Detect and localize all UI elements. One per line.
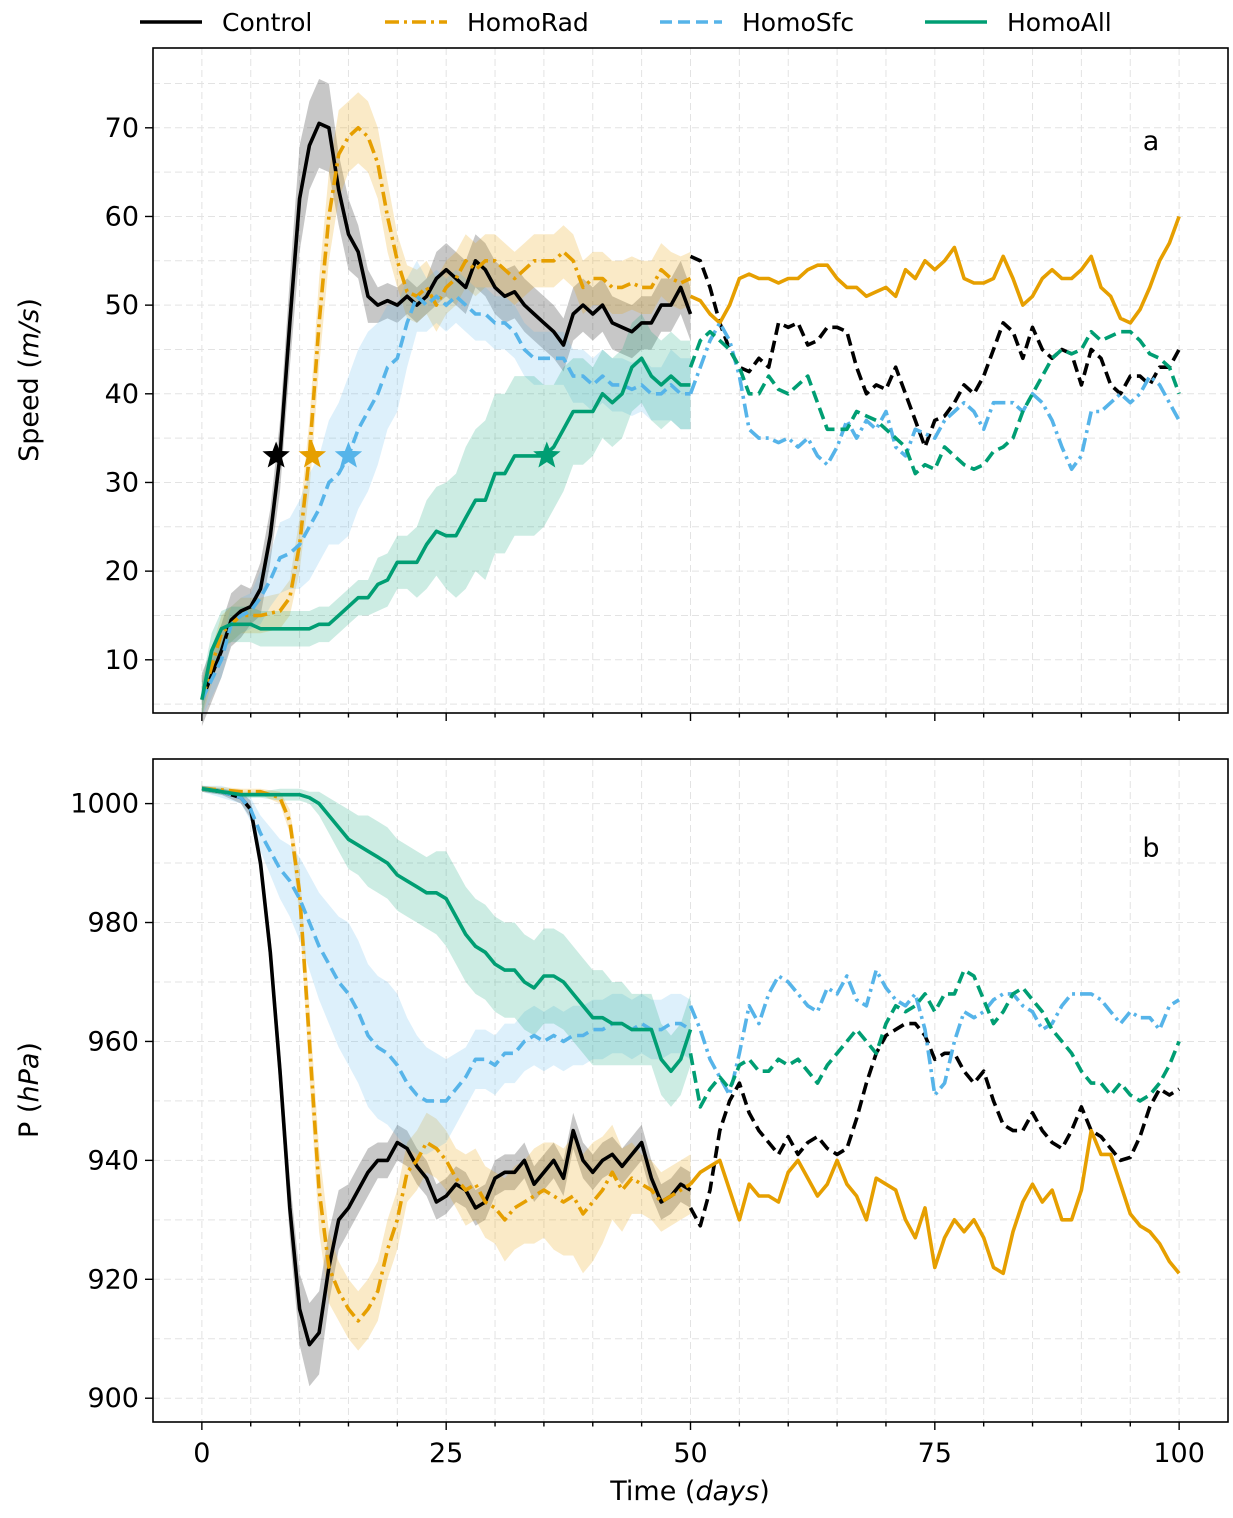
series-line-homorad-ext xyxy=(689,1128,1181,1276)
star-marker xyxy=(334,441,363,468)
y-tick-label: 50 xyxy=(105,290,139,321)
y-tick-label: 1000 xyxy=(70,789,139,820)
y-tick-label: 20 xyxy=(105,556,139,587)
panel-a: 10 20 30 40 50 60 70 a Speed (m/s) xyxy=(14,47,1229,727)
legend: Control HomoRad HomoSfc HomoAll xyxy=(140,8,1112,37)
series-line-homoall-ext xyxy=(688,329,1181,476)
ticks: 10 20 30 40 50 60 70 xyxy=(105,113,1180,721)
y-tick-label: 920 xyxy=(87,1264,139,1295)
series-lines xyxy=(200,121,1181,701)
band-homorad xyxy=(201,785,691,1351)
series-line-homosfc-ext xyxy=(688,321,1181,471)
band-homosfc xyxy=(201,785,691,1155)
series-line-control-ext xyxy=(689,254,1181,449)
star-marker xyxy=(533,441,561,468)
y-tick-label: 940 xyxy=(87,1145,139,1176)
star-marker xyxy=(262,441,290,468)
series-line-control xyxy=(201,786,692,1347)
y-tick-label: 960 xyxy=(87,1026,139,1057)
series-line-homoall xyxy=(201,786,693,1073)
y-axis-label: Speed (m/s) xyxy=(14,298,45,462)
series-line-homosfc xyxy=(200,294,691,701)
y-tick-label: 900 xyxy=(87,1383,139,1414)
legend-label: HomoRad xyxy=(467,8,589,37)
x-tick-label: 0 xyxy=(193,1438,210,1469)
series-line-homoall xyxy=(200,356,691,701)
band-homorad xyxy=(201,92,691,718)
legend-label: Control xyxy=(222,8,312,37)
y-tick-label: 40 xyxy=(105,379,139,410)
y-tick-label: 30 xyxy=(105,467,139,498)
y-tick-label: 70 xyxy=(105,113,139,144)
series-lines xyxy=(201,786,1181,1347)
panel-label: a xyxy=(1143,126,1160,157)
x-tick-label: 50 xyxy=(673,1438,707,1469)
grid xyxy=(153,759,1228,1422)
series-line-homosfc-ext xyxy=(688,968,1181,1097)
ticks: 0 25 50 75 100 900 920 940 960 980 1000 xyxy=(70,789,1205,1469)
series-line-homorad xyxy=(200,126,692,701)
genesis-markers xyxy=(262,441,561,468)
legend-label: HomoSfc xyxy=(742,8,854,37)
x-tick-label: 100 xyxy=(1153,1438,1205,1469)
band-homoall xyxy=(201,314,691,718)
series-line-homorad-ext xyxy=(689,215,1181,325)
star-marker xyxy=(298,441,327,468)
legend-label: HomoAll xyxy=(1007,8,1112,37)
x-tick-label: 75 xyxy=(918,1438,952,1469)
y-tick-label: 10 xyxy=(105,645,139,676)
y-tick-label: 980 xyxy=(87,908,139,939)
band-homosfc xyxy=(201,260,691,718)
series-line-homorad xyxy=(201,786,692,1323)
x-tick-label: 25 xyxy=(429,1438,463,1469)
band-homoall xyxy=(201,785,691,1107)
series-line-control xyxy=(200,121,693,701)
series-line-control-ext xyxy=(688,1021,1181,1228)
uncertainty-bands xyxy=(201,785,691,1387)
x-axis-label: Time (days) xyxy=(609,1476,769,1507)
uncertainty-bands xyxy=(201,79,691,727)
panel-label: b xyxy=(1142,833,1159,864)
series-line-homoall-ext xyxy=(688,968,1181,1109)
y-tick-label: 60 xyxy=(105,201,139,232)
y-axis-label: P (hPa) xyxy=(14,1042,45,1138)
grid xyxy=(153,48,1228,713)
